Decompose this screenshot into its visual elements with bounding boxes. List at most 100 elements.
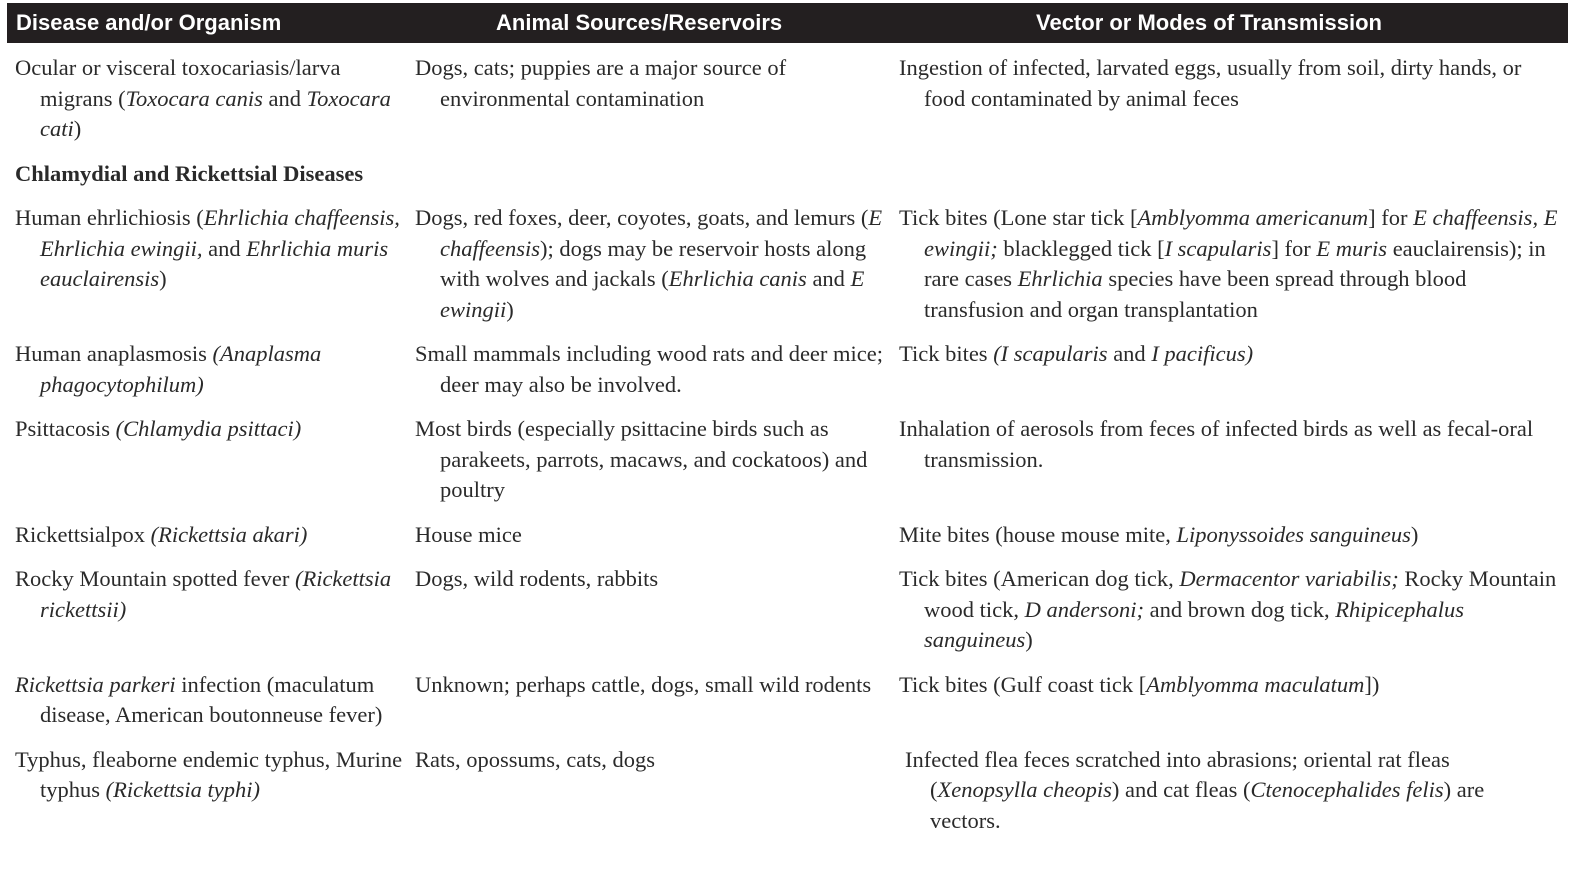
table-header: Disease and/or Organism Animal Sources/R… bbox=[7, 3, 1568, 43]
header-sources: Animal Sources/Reservoirs bbox=[496, 10, 783, 35]
table-row: Ocular or visceral toxocariasis/larva mi… bbox=[7, 53, 1568, 145]
text-run: (I scapularis bbox=[993, 341, 1108, 366]
text-run: eauclairensis); in rare cases bbox=[924, 235, 1546, 292]
text-run: and bbox=[262, 85, 307, 111]
text-run: Infected flea feces scratched into abras… bbox=[905, 746, 1450, 803]
disease-cell: Rocky Mountain spotted fever (Rickettsia… bbox=[7, 564, 415, 656]
sources-cell: Dogs, red foxes, deer, coyotes, goats, a… bbox=[415, 203, 899, 325]
text-run: Rickettsialpox bbox=[15, 521, 151, 547]
text-run: Ehrlichia muris eauclairensis bbox=[40, 235, 389, 292]
text-run: Unknown; perhaps cattle, dogs, small wil… bbox=[415, 671, 872, 697]
table-row: Typhus, fleaborne endemic typhus, Murine… bbox=[7, 745, 1568, 837]
sources-cell: Dogs, wild rodents, rabbits bbox=[415, 564, 899, 656]
text-run: and bbox=[202, 235, 247, 261]
transmission-cell: Ingestion of infected, larvated eggs, us… bbox=[899, 53, 1568, 145]
text-run: (Anaplasma phagocytophilum) bbox=[40, 341, 322, 397]
text-run: Rats, opossums, cats, dogs bbox=[415, 746, 656, 772]
transmission-cell: Infected flea feces scratched into abras… bbox=[905, 745, 1568, 837]
text-run: ] for bbox=[1271, 235, 1317, 261]
disease-cell: Ocular or visceral toxocariasis/larva mi… bbox=[7, 53, 415, 145]
text-run: Tick bites (Lone star tick [ bbox=[899, 205, 1138, 230]
transmission-cell: Tick bites (Lone star tick [Amblyomma am… bbox=[899, 203, 1568, 325]
text-run: (Rickettsia typhi) bbox=[105, 777, 260, 802]
table-row: Psittacosis (Chlamydia psittaci) Most bir… bbox=[7, 414, 1568, 506]
text-run: Amblyomma maculatum bbox=[1146, 671, 1365, 697]
text-run: Ingestion of infected, larvated eggs, us… bbox=[899, 55, 1522, 111]
disease-cell: Human ehrlichiosis (Ehrlichia chaffeensi… bbox=[7, 203, 415, 325]
text-run: House mice bbox=[415, 521, 522, 547]
text-run: Rocky Mountain wood tick, bbox=[924, 566, 1557, 622]
text-run: ); dogs may be reservoir hosts along wit… bbox=[440, 235, 867, 292]
text-run: blacklegged tick [ bbox=[997, 235, 1165, 261]
text-run: Ocular or visceral toxocariasis/larva mi… bbox=[15, 55, 341, 111]
text-run: and brown dog tick, bbox=[1144, 596, 1336, 622]
text-run: Dogs, red foxes, deer, coyotes, goats, a… bbox=[415, 205, 869, 230]
text-run: Liponyssoides sanguineus bbox=[1176, 521, 1411, 547]
disease-cell: Rickettsialpox (Rickettsia akari) bbox=[7, 520, 415, 551]
text-run: Dermacentor variabilis; bbox=[1179, 566, 1399, 591]
section-heading: Chlamydial and Rickettsial Diseases bbox=[15, 160, 364, 186]
sources-cell: House mice bbox=[415, 520, 899, 551]
text-run: E chaffeensis, E ewingii; bbox=[924, 205, 1558, 261]
text-run: ) bbox=[1410, 521, 1419, 547]
table-row: Rocky Mountain spotted fever (Rickettsia… bbox=[7, 564, 1568, 656]
text-run: (Chlamydia psittaci) bbox=[115, 416, 302, 441]
text-run: I pacificus) bbox=[1151, 341, 1254, 366]
text-run: Mite bites (house mouse mite, bbox=[899, 521, 1177, 547]
text-run: Rocky Mountain spotted fever bbox=[15, 566, 295, 591]
text-run: ) bbox=[159, 266, 167, 291]
text-run: ] for bbox=[1368, 205, 1414, 230]
text-run: Rickettsia parkeri bbox=[15, 671, 176, 697]
text-run: ) bbox=[506, 296, 514, 322]
sources-cell: Most birds (especially psittacine birds … bbox=[415, 414, 899, 506]
text-run: Ehrlichia canis bbox=[668, 266, 807, 291]
sources-cell: Dogs, cats; puppies are a major source o… bbox=[415, 53, 899, 145]
transmission-cell: Mite bites (house mouse mite, Liponyssoi… bbox=[899, 520, 1568, 551]
text-run: D andersoni; bbox=[1024, 596, 1144, 622]
text-run: Psittacosis bbox=[15, 416, 116, 441]
text-run: Most birds (especially psittacine birds … bbox=[415, 416, 868, 502]
disease-cell: Rickettsia parkeri infection (maculatum … bbox=[7, 670, 415, 731]
text-run: Tick bites (Gulf coast tick [ bbox=[899, 671, 1147, 697]
text-run: Dogs, wild rodents, rabbits bbox=[415, 566, 659, 591]
transmission-cell: Tick bites (I scapularis and I pacificus… bbox=[899, 339, 1568, 400]
text-run: Ehrlichia chaffeensis, Ehrlichia ewingii… bbox=[40, 205, 400, 261]
table-row: Human ehrlichiosis (Ehrlichia chaffeensi… bbox=[7, 203, 1568, 325]
text-run: Dogs, cats; puppies are a major source o… bbox=[415, 55, 787, 111]
text-run: Amblyomma americanum bbox=[1137, 205, 1369, 230]
text-run: Human anaplasmosis bbox=[15, 341, 213, 366]
text-run: E chaffeensis bbox=[440, 205, 883, 261]
text-run: Ctenocephalides felis bbox=[1250, 777, 1444, 802]
sources-cell: Rats, opossums, cats, dogs bbox=[415, 745, 899, 837]
zoonoses-table: Disease and/or Organism Animal Sources/R… bbox=[7, 3, 1568, 850]
transmission-cell: Tick bites (Gulf coast tick [Amblyomma m… bbox=[899, 670, 1568, 731]
text-run: E ewingii bbox=[440, 266, 865, 322]
text-run: infection (maculatum disease, American b… bbox=[40, 671, 383, 728]
text-run: Small mammals including wood rats and de… bbox=[415, 341, 884, 397]
text-run: and bbox=[806, 266, 851, 291]
text-run: Toxocara canis bbox=[125, 85, 263, 111]
header-transmission: Vector or Modes of Transmission bbox=[1036, 10, 1382, 35]
table-body: Ocular or visceral toxocariasis/larva mi… bbox=[7, 43, 1568, 836]
text-run: Rhipicephalus sanguineus bbox=[924, 596, 1464, 653]
text-run: ) bbox=[1025, 627, 1033, 652]
text-run: Tick bites (American dog tick, bbox=[899, 566, 1180, 591]
text-run: Ehrlichia bbox=[1017, 266, 1103, 291]
text-run: ) and cat fleas ( bbox=[1111, 777, 1251, 802]
text-run: species have been spread through blood t… bbox=[924, 266, 1467, 322]
transmission-cell: Tick bites (American dog tick, Dermacent… bbox=[899, 564, 1568, 656]
sources-cell: Unknown; perhaps cattle, dogs, small wil… bbox=[415, 670, 899, 731]
text-run: Human ehrlichiosis ( bbox=[15, 205, 204, 230]
text-run: and bbox=[1107, 341, 1152, 366]
text-run: (Rickettsia rickettsii) bbox=[40, 566, 392, 622]
table-row: Rickettsia parkeri infection (maculatum … bbox=[7, 670, 1568, 731]
text-run: Typhus, fleaborne endemic typhus, Murine… bbox=[15, 746, 403, 803]
disease-cell: Psittacosis (Chlamydia psittaci) bbox=[7, 414, 415, 506]
text-run: I scapularis bbox=[1164, 235, 1272, 261]
text-run: Tick bites bbox=[899, 341, 994, 366]
transmission-cell: Inhalation of aerosols from feces of inf… bbox=[899, 414, 1568, 506]
text-run: ) are vectors. bbox=[930, 777, 1485, 833]
disease-cell: Typhus, fleaborne endemic typhus, Murine… bbox=[7, 745, 415, 837]
disease-cell: Human anaplasmosis (Anaplasma phagocytop… bbox=[7, 339, 415, 400]
table-row: Human anaplasmosis (Anaplasma phagocytop… bbox=[7, 339, 1568, 400]
